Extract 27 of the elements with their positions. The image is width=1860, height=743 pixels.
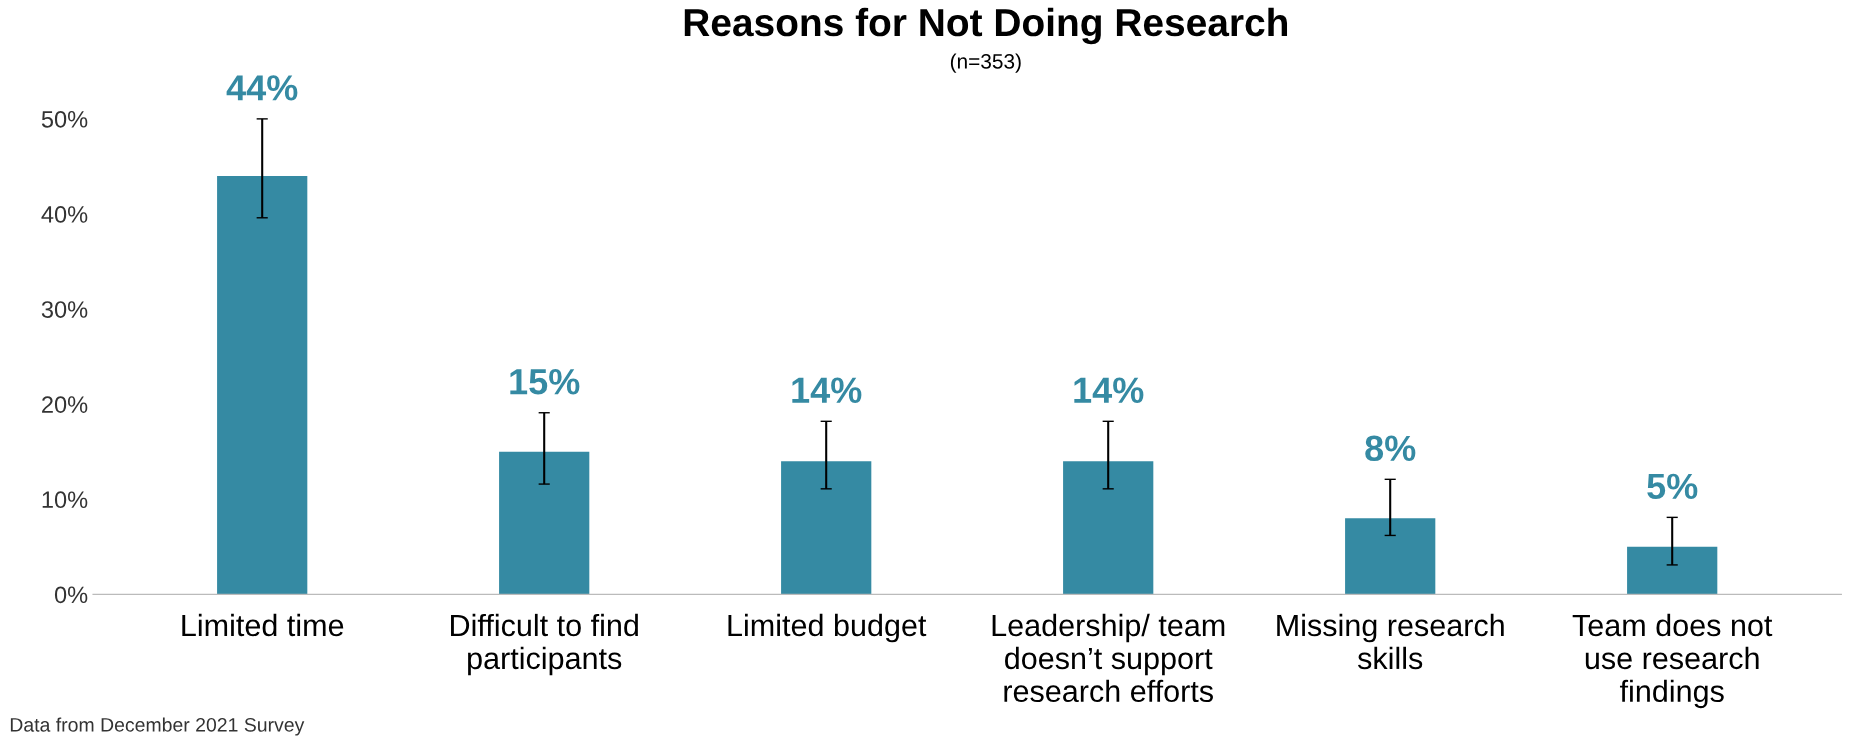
data-label: 44% — [226, 75, 298, 101]
y-tick-label: 0% — [54, 586, 88, 604]
bar — [499, 451, 590, 595]
bar — [1345, 518, 1436, 595]
x-tick-label: Limited time — [182, 613, 344, 637]
text: Data from December 2021 Survey — [10, 717, 305, 736]
y-tick-label: 30% — [41, 301, 88, 318]
x-tick-label: Missing research skills — [1277, 613, 1504, 670]
chart-title: Reasons for Not Doing Research — [684, 7, 1288, 45]
x-tick-label: Difficult to find participants — [451, 613, 638, 676]
y-tick-label: 50% — [41, 110, 88, 128]
data-label: 15% — [510, 369, 580, 395]
y-tick-label: 40% — [41, 206, 88, 223]
data-label: 8% — [1365, 435, 1416, 462]
y-tick-label: 10% — [42, 491, 88, 509]
data-label: 14% — [1074, 377, 1144, 403]
x-tick-label: Team does not use research findings — [1572, 613, 1773, 709]
chart-subtitle: (n=353) — [950, 53, 1021, 73]
y-tick-label: 20% — [42, 396, 88, 413]
bar — [1627, 546, 1718, 595]
data-label: 5% — [1647, 473, 1698, 500]
bar — [1063, 461, 1154, 595]
bar — [217, 175, 308, 595]
x-tick-label: Leadership/ team doesn’t support research efforts — [992, 613, 1225, 703]
bar — [781, 461, 872, 595]
x-tick-label: Limited budget — [728, 613, 927, 643]
data-label: 14% — [792, 377, 862, 403]
